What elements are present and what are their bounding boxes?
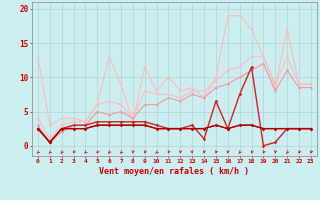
X-axis label: Vent moyen/en rafales ( km/h ): Vent moyen/en rafales ( km/h ) (100, 167, 249, 176)
